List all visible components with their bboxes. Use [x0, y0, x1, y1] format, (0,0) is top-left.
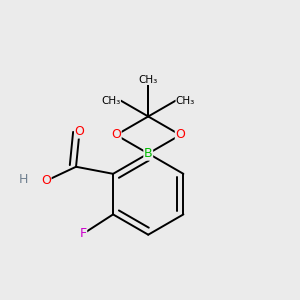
Text: CH₃: CH₃ — [176, 96, 195, 106]
Text: CH₃: CH₃ — [139, 75, 158, 85]
Text: B: B — [144, 147, 152, 160]
Text: CH₃: CH₃ — [139, 75, 158, 85]
Text: O: O — [41, 174, 51, 188]
Text: O: O — [111, 128, 121, 142]
Text: CH₃: CH₃ — [101, 96, 121, 106]
Text: H: H — [18, 172, 28, 186]
Text: F: F — [80, 227, 87, 240]
Text: O: O — [176, 128, 185, 142]
Text: O: O — [75, 125, 85, 138]
